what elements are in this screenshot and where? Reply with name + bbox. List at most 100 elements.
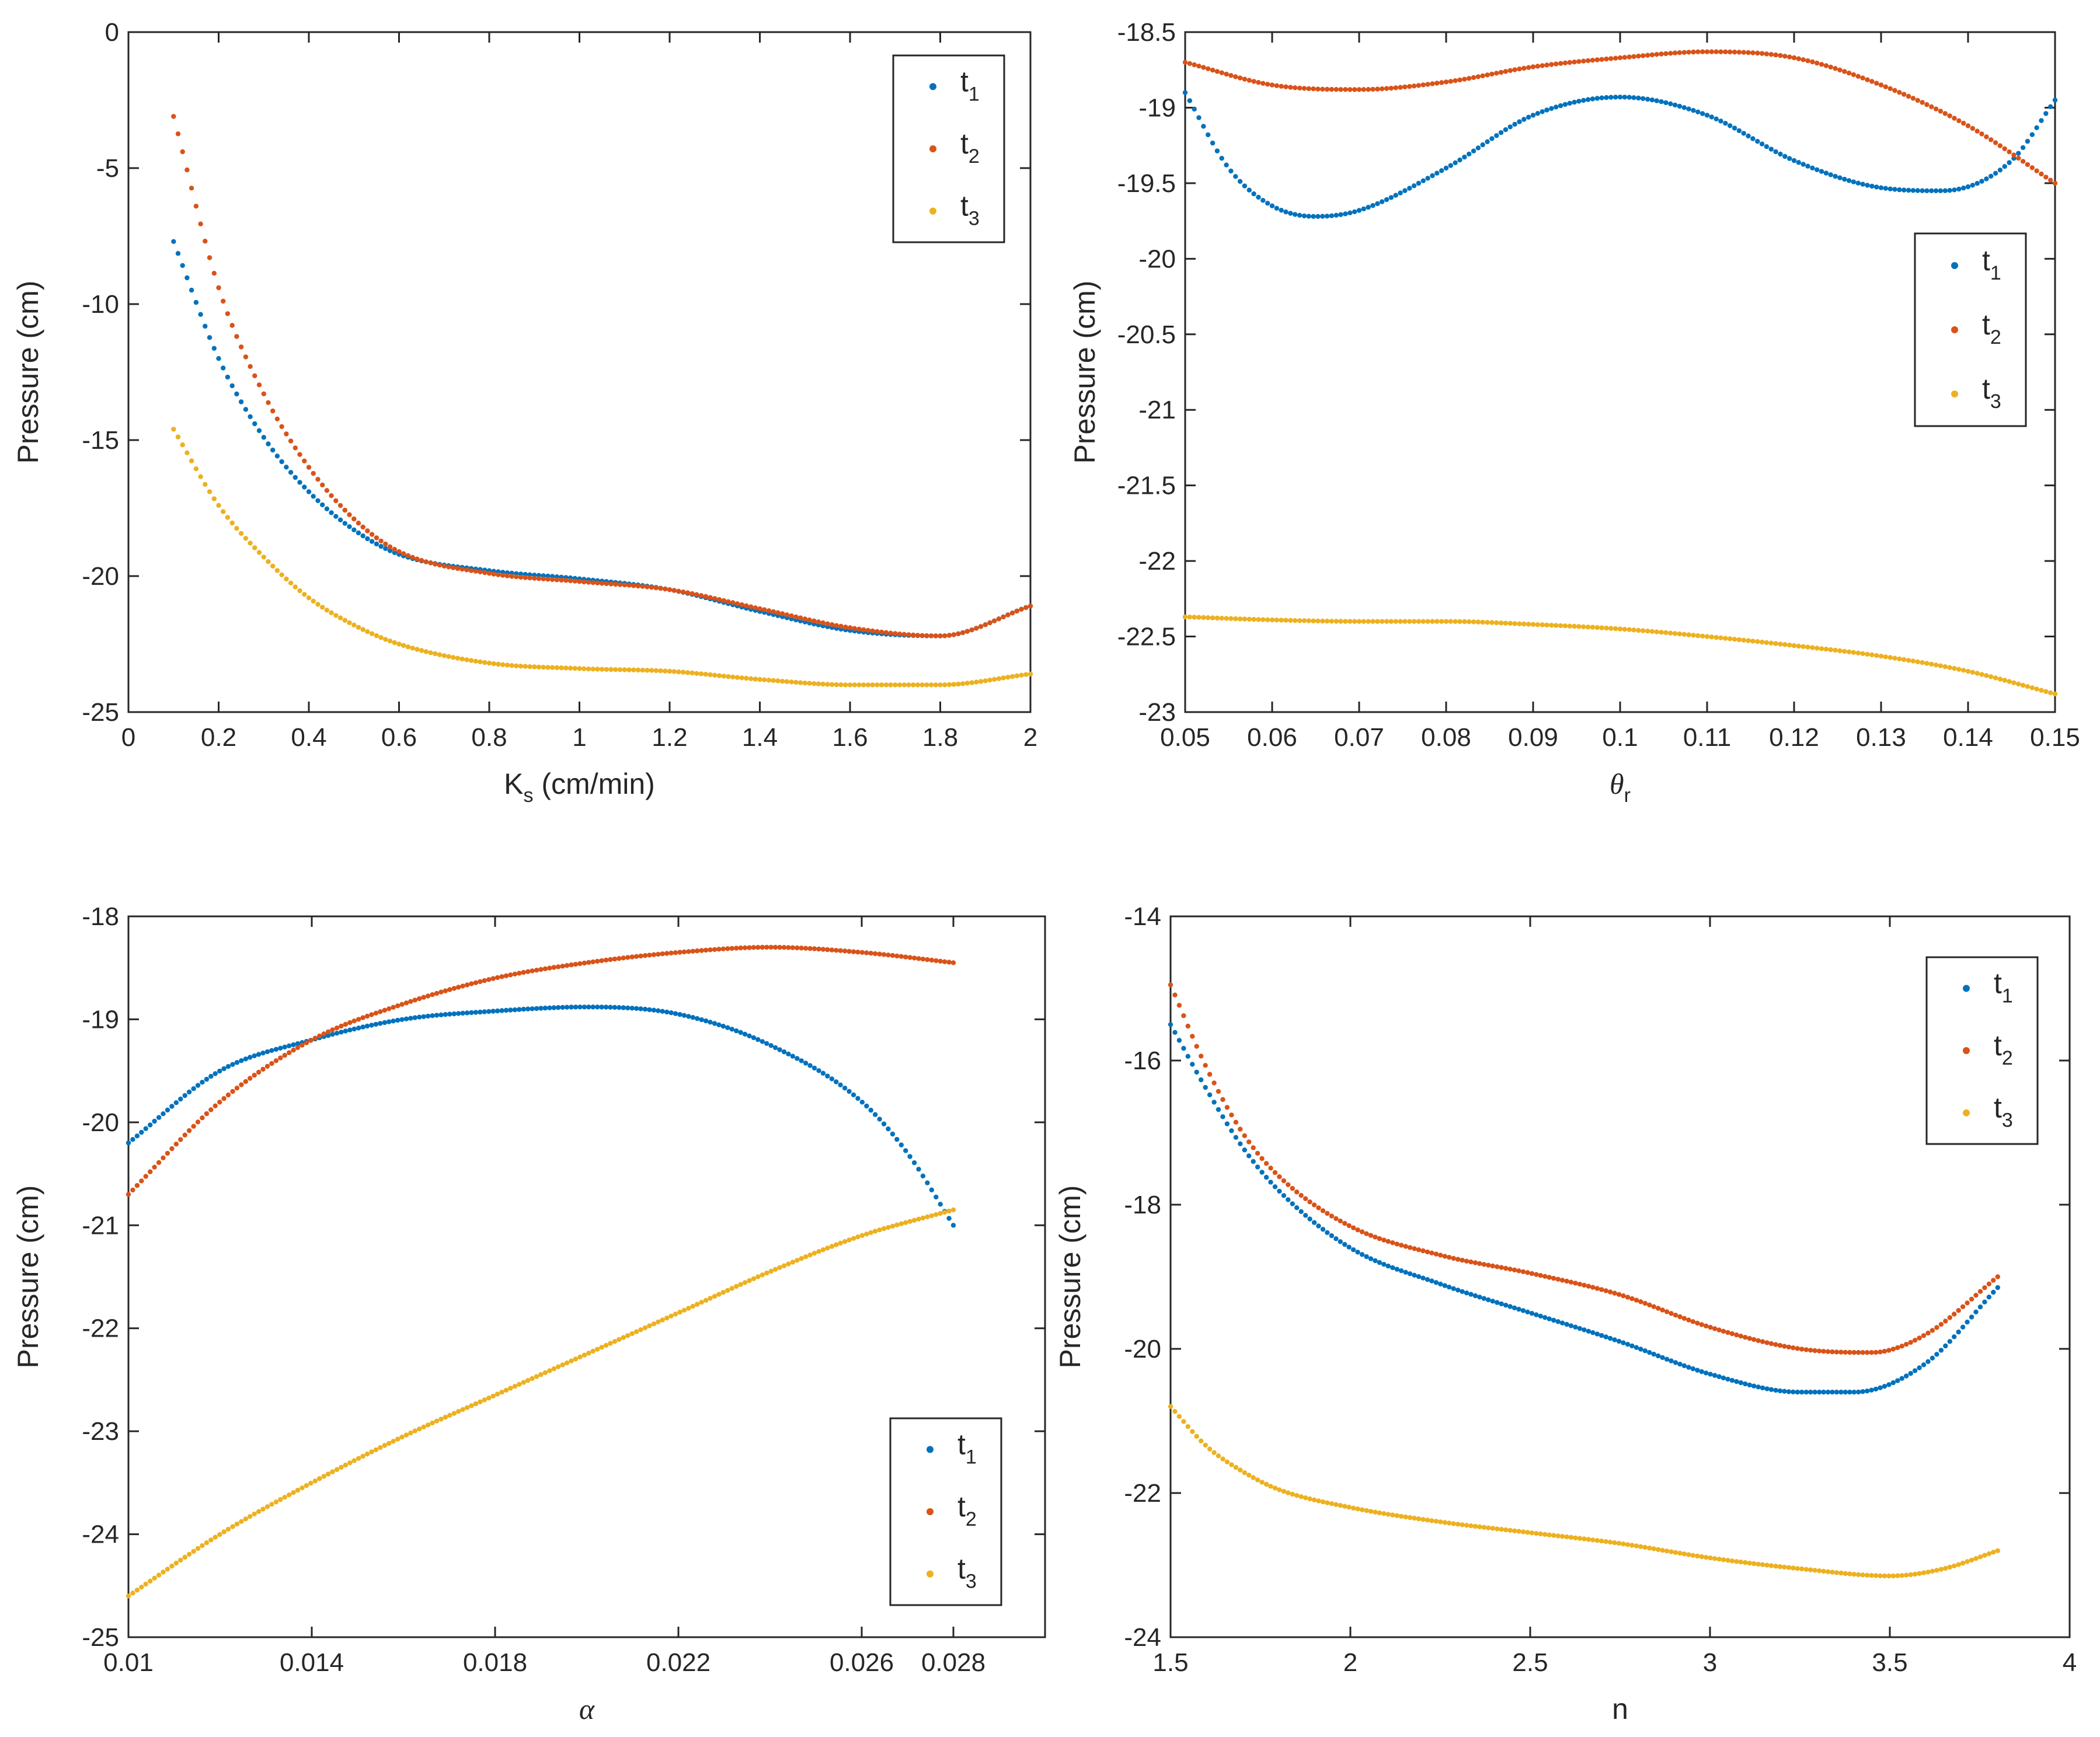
data-point [1338, 1239, 1343, 1244]
data-point [1608, 95, 1614, 100]
data-point [716, 673, 722, 678]
data-point [608, 957, 613, 962]
data-point [1695, 633, 1701, 639]
data-point [1728, 123, 1733, 128]
data-point [1851, 72, 1857, 78]
data-point [1529, 1271, 1535, 1276]
data-point [664, 1009, 670, 1015]
data-point [399, 1017, 405, 1023]
data-point [525, 969, 531, 974]
data-point [1534, 1531, 1539, 1536]
data-point [933, 633, 939, 639]
data-point [1233, 1119, 1239, 1125]
data-point [1256, 194, 1261, 200]
data-point [1970, 669, 1975, 675]
legend-marker-t2 [1963, 1047, 1970, 1054]
data-point [169, 1104, 175, 1109]
data-point [225, 311, 231, 316]
legend-label-t3: t3 [960, 190, 980, 230]
data-point [1607, 1335, 1613, 1341]
data-point [673, 950, 678, 955]
data-point [438, 1417, 444, 1422]
data-point [342, 507, 347, 513]
data-point [920, 682, 925, 688]
data-point [603, 1342, 609, 1348]
data-point [304, 1483, 309, 1488]
data-point [321, 1031, 326, 1037]
data-point [171, 239, 176, 244]
data-point [1795, 1566, 1800, 1571]
data-point [1190, 1429, 1195, 1434]
data-point [2029, 165, 2035, 170]
data-point [216, 503, 221, 508]
data-point [1219, 616, 1224, 621]
data-point [468, 658, 474, 663]
data-point [207, 255, 213, 260]
data-point [1224, 71, 1229, 77]
legend-marker-t3 [927, 1570, 934, 1578]
data-point [1228, 616, 1234, 622]
data-point [490, 976, 496, 981]
data-point [1407, 1245, 1413, 1250]
data-point [1656, 1306, 1661, 1311]
data-point [315, 498, 321, 503]
data-point [278, 1055, 283, 1061]
data-point [211, 346, 217, 351]
data-point [1902, 657, 1907, 662]
data-point [864, 1103, 869, 1109]
data-point [182, 1554, 187, 1560]
data-point [734, 601, 740, 606]
data-point [1251, 1145, 1256, 1150]
data-point [1384, 86, 1389, 91]
data-point [870, 628, 875, 634]
data-point [1673, 1360, 1678, 1365]
data-point [1420, 1517, 1426, 1522]
data-point [173, 1560, 179, 1566]
data-point [1390, 1240, 1395, 1246]
data-point [777, 1265, 782, 1270]
data-point [486, 660, 492, 666]
data-point [1477, 1295, 1482, 1300]
data-point [1356, 87, 1362, 92]
data-point [1294, 1190, 1300, 1195]
data-point [1718, 635, 1723, 641]
data-point [292, 475, 298, 480]
data-point [1224, 1459, 1230, 1464]
data-point [451, 1011, 457, 1017]
data-point [1462, 154, 1467, 160]
data-point [1830, 1569, 1835, 1575]
x-tick-label: 0.08 [1421, 723, 1471, 752]
data-point [1576, 99, 1582, 104]
data-point [1364, 1231, 1369, 1236]
data-point [374, 541, 379, 547]
data-point [423, 649, 429, 654]
data-point [1638, 1347, 1643, 1352]
data-point [334, 1026, 340, 1031]
data-point [175, 131, 181, 137]
data-point [781, 1049, 787, 1055]
data-point [1882, 1384, 1887, 1389]
data-point [1837, 175, 1843, 180]
data-point [920, 1173, 926, 1179]
data-point [234, 1060, 240, 1065]
data-point [1895, 1573, 1900, 1578]
data-point [260, 1066, 266, 1072]
data-point [608, 1004, 613, 1010]
data-point [1407, 1271, 1413, 1276]
data-point [1625, 1295, 1631, 1300]
data-point [1512, 1267, 1517, 1272]
data-point [1581, 58, 1586, 64]
data-point [834, 948, 839, 953]
data-point [753, 676, 758, 682]
data-point [1551, 1533, 1556, 1538]
data-point [1732, 125, 1737, 131]
data-point [1373, 1258, 1378, 1264]
y-axis-label: Pressure (cm) [1068, 281, 1101, 464]
data-point [1915, 188, 1920, 193]
data-point [699, 948, 704, 953]
data-point [527, 664, 532, 669]
data-point [590, 959, 595, 965]
data-point [660, 1009, 665, 1014]
data-point [586, 1351, 591, 1356]
x-tick-label: 0.8 [471, 723, 507, 752]
